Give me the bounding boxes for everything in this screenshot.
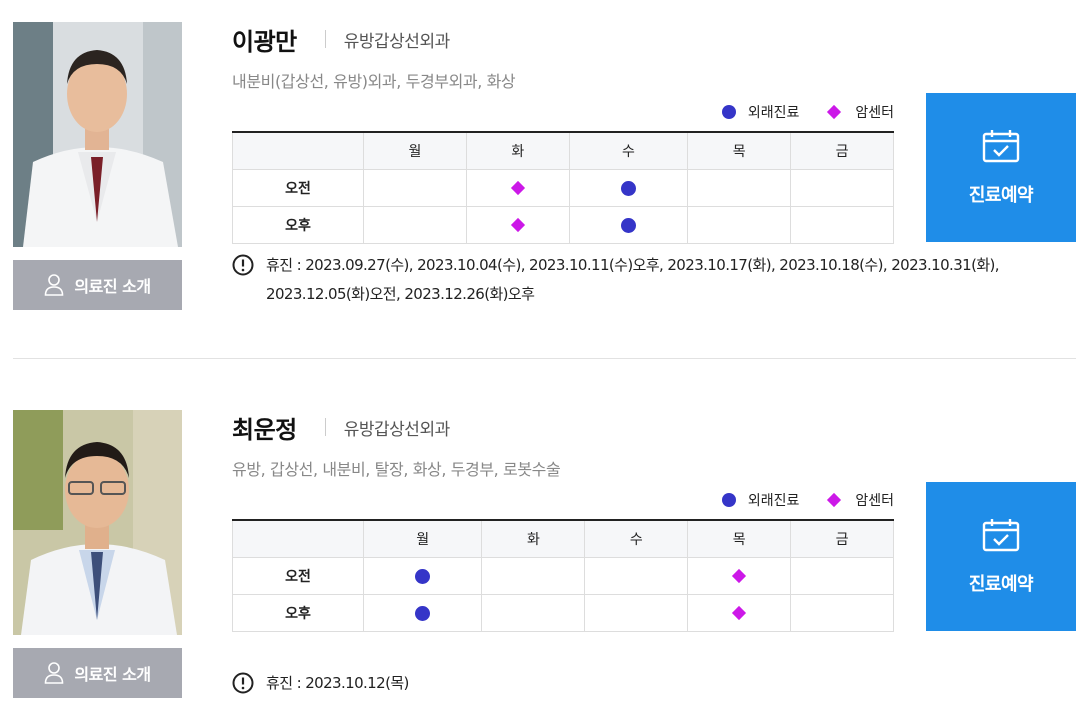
outpatient-dot-icon <box>620 180 636 196</box>
schedule-cell <box>568 169 689 207</box>
holiday-text: 휴진 : 2023.10.12(목) <box>266 674 409 692</box>
cancer-center-diamond-icon <box>732 605 747 621</box>
holiday-notice: 휴진 : 2023.09.27(수), 2023.10.04(수), 2023.… <box>232 251 1066 309</box>
schedule-cell <box>790 557 894 595</box>
doctor-name-row: 최운정 유방갑상선외과 <box>232 410 450 444</box>
schedule-cell <box>362 594 483 632</box>
schedule-cell <box>363 169 467 207</box>
doctor-department: 유방갑상선외과 <box>343 31 450 52</box>
outpatient-dot-icon <box>620 217 636 233</box>
doctor-name: 이광만 <box>232 27 297 56</box>
name-divider <box>324 30 326 48</box>
day-header: 화 <box>481 520 586 558</box>
cancer-center-diamond-icon <box>732 568 747 584</box>
day-header: 수 <box>568 132 689 170</box>
schedule-cell <box>687 594 792 632</box>
schedule-cell <box>363 206 467 244</box>
legend-outpatient: 외래진료 <box>747 493 800 509</box>
day-header: 목 <box>687 520 792 558</box>
schedule-cell <box>584 557 689 595</box>
schedule-table: 월 화 수 목 금 오전 오후 <box>232 519 894 632</box>
schedule-cell <box>790 594 894 632</box>
schedule-cell <box>790 169 894 207</box>
legend-cancer-center: 암센터 <box>855 105 894 121</box>
holiday-notice: 휴진 : 2023.10.12(목) <box>232 669 1066 704</box>
holiday-text: 휴진 : 2023.09.27(수), 2023.10.04(수), 2023.… <box>266 256 1000 303</box>
schedule-cell <box>362 557 483 595</box>
period-label: 오후 <box>232 206 364 244</box>
alert-circle-icon <box>232 254 254 309</box>
schedule-row-pm: 오후 <box>232 594 894 632</box>
doctor-intro-button[interactable]: 의료진 소개 <box>13 648 182 698</box>
person-icon <box>44 274 64 296</box>
calendar-check-icon <box>982 518 1020 556</box>
schedule-corner <box>232 132 364 170</box>
doctor-specialty: 내분비(갑상선, 유방)외과, 두경부외과, 화상 <box>232 72 516 91</box>
alert-circle-icon <box>232 672 254 704</box>
doctor-name: 최운정 <box>232 415 297 444</box>
section-divider <box>13 358 1076 359</box>
outpatient-dot-icon <box>415 568 431 584</box>
schedule-cell <box>465 206 570 244</box>
schedule-corner <box>232 520 364 558</box>
schedule-cell <box>687 557 792 595</box>
doctor-intro-label: 의료진 소개 <box>74 277 151 296</box>
schedule-cell <box>568 206 689 244</box>
outpatient-dot-icon <box>721 493 736 507</box>
schedule-row-am: 오전 <box>232 557 894 595</box>
name-divider <box>324 418 326 436</box>
day-header: 월 <box>362 520 483 558</box>
day-header: 수 <box>584 520 689 558</box>
reservation-label: 진료예약 <box>968 573 1034 595</box>
schedule-header-row: 월 화 수 목 금 <box>232 520 894 558</box>
day-header: 금 <box>790 520 894 558</box>
schedule-cell <box>687 169 792 207</box>
schedule-row-pm: 오후 <box>232 206 894 244</box>
schedule-cell <box>465 169 570 207</box>
day-header: 월 <box>363 132 467 170</box>
day-header: 금 <box>790 132 894 170</box>
schedule-header-row: 월 화 수 목 금 <box>232 132 894 170</box>
schedule-cell <box>687 206 792 244</box>
schedule-cell <box>790 206 894 244</box>
doctor-photo <box>13 22 182 247</box>
doctor-name-row: 이광만 유방갑상선외과 <box>232 22 450 56</box>
legend-cancer-center: 암센터 <box>855 493 894 509</box>
day-header: 목 <box>687 132 792 170</box>
day-header: 화 <box>465 132 570 170</box>
schedule-cell <box>584 594 689 632</box>
cancer-center-diamond-icon <box>510 217 525 233</box>
cancer-center-diamond-icon <box>827 492 842 508</box>
period-label: 오전 <box>232 557 364 595</box>
reservation-button[interactable]: 진료예약 <box>926 482 1076 631</box>
legend-outpatient: 외래진료 <box>747 105 800 121</box>
outpatient-dot-icon <box>415 605 431 621</box>
schedule-legend: 외래진료 암센터 <box>721 102 894 122</box>
schedule-cell <box>481 557 586 595</box>
reservation-button[interactable]: 진료예약 <box>926 93 1076 242</box>
person-icon <box>44 662 64 684</box>
cancer-center-diamond-icon <box>827 104 842 120</box>
doctor-intro-label: 의료진 소개 <box>74 665 151 684</box>
outpatient-dot-icon <box>721 105 736 119</box>
calendar-check-icon <box>982 129 1020 167</box>
schedule-row-am: 오전 <box>232 169 894 207</box>
doctor-department: 유방갑상선외과 <box>343 419 450 440</box>
doctor-specialty: 유방, 갑상선, 내분비, 탈장, 화상, 두경부, 로봇수술 <box>232 460 561 479</box>
schedule-cell <box>481 594 586 632</box>
schedule-table: 월 화 수 목 금 오전 오후 <box>232 131 894 244</box>
schedule-legend: 외래진료 암센터 <box>721 490 894 510</box>
reservation-label: 진료예약 <box>968 184 1034 206</box>
doctor-intro-button[interactable]: 의료진 소개 <box>13 260 182 310</box>
period-label: 오후 <box>232 594 364 632</box>
period-label: 오전 <box>232 169 364 207</box>
doctor-photo <box>13 410 182 635</box>
cancer-center-diamond-icon <box>510 180 525 196</box>
